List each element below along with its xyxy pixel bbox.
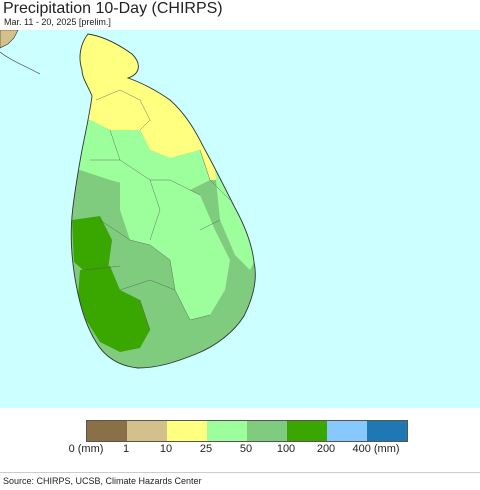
legend-label: 100	[276, 443, 296, 455]
legend-labels: 0 (mm) 1 10 25 50 100 200 400 (mm)	[0, 443, 480, 457]
india-coast-outline	[0, 51, 41, 75]
legend-swatch	[87, 421, 127, 441]
legend-label: 10	[159, 443, 173, 455]
zone-central	[120, 180, 230, 320]
footer-divider	[0, 472, 480, 473]
legend-swatch	[287, 421, 327, 441]
legend-swatch	[127, 421, 167, 441]
india-coast	[0, 30, 19, 49]
zone-north-transition	[71, 120, 210, 190]
legend-swatch	[367, 421, 407, 441]
precipitation-map	[0, 30, 480, 408]
legend-label: 50	[239, 443, 253, 455]
map-subtitle: Mar. 11 - 20, 2025 [prelim.]	[4, 17, 111, 27]
precipitation-legend	[86, 420, 408, 442]
map-title: Precipitation 10-Day (CHIRPS)	[3, 0, 223, 17]
legend-label: 25	[199, 443, 213, 455]
source-credit: Source: CHIRPS, UCSB, Climate Hazards Ce…	[3, 476, 202, 486]
legend-label: 1	[122, 443, 130, 455]
map-frame	[0, 30, 480, 408]
legend-label: 400 (mm)	[352, 443, 400, 455]
legend-swatch	[167, 421, 207, 441]
district-boundaries	[84, 89, 231, 331]
legend-swatch	[327, 421, 367, 441]
legend-swatch	[207, 421, 247, 441]
zone-southwest-2	[78, 266, 150, 352]
legend-label: 200	[316, 443, 336, 455]
legend-label: 0 (mm)	[68, 443, 104, 455]
zone-southwest	[72, 216, 112, 276]
zone-east-coast	[215, 170, 256, 270]
legend-swatch	[247, 421, 287, 441]
